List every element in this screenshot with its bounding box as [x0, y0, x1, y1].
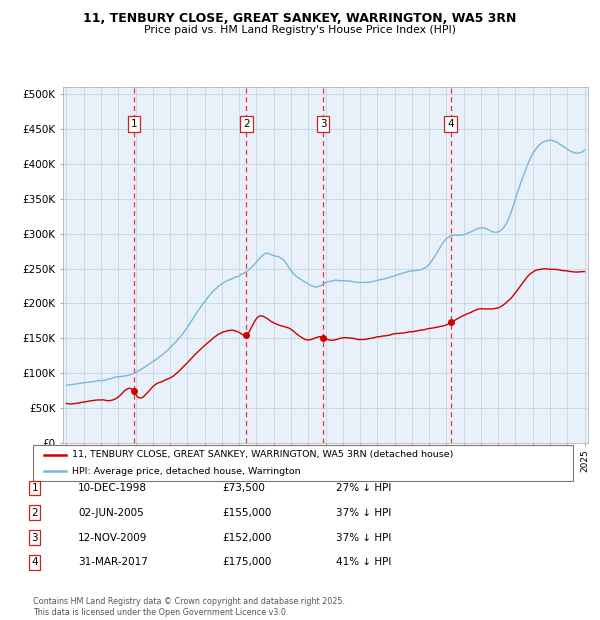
Text: 4: 4 [31, 557, 38, 567]
Text: 11, TENBURY CLOSE, GREAT SANKEY, WARRINGTON, WA5 3RN (detached house): 11, TENBURY CLOSE, GREAT SANKEY, WARRING… [72, 450, 454, 459]
Text: 1: 1 [31, 483, 38, 493]
Text: 02-JUN-2005: 02-JUN-2005 [78, 508, 144, 518]
Text: £155,000: £155,000 [222, 508, 271, 518]
Text: HPI: Average price, detached house, Warrington: HPI: Average price, detached house, Warr… [72, 467, 301, 476]
Text: Price paid vs. HM Land Registry's House Price Index (HPI): Price paid vs. HM Land Registry's House … [144, 25, 456, 35]
Text: 1: 1 [131, 119, 137, 129]
Text: 31-MAR-2017: 31-MAR-2017 [78, 557, 148, 567]
Text: 41% ↓ HPI: 41% ↓ HPI [336, 557, 391, 567]
Text: 27% ↓ HPI: 27% ↓ HPI [336, 483, 391, 493]
Text: £152,000: £152,000 [222, 533, 271, 542]
Text: Contains HM Land Registry data © Crown copyright and database right 2025.
This d: Contains HM Land Registry data © Crown c… [33, 598, 345, 617]
Text: 10-DEC-1998: 10-DEC-1998 [78, 483, 147, 493]
Text: 3: 3 [320, 119, 326, 129]
Text: £73,500: £73,500 [222, 483, 265, 493]
Text: 11, TENBURY CLOSE, GREAT SANKEY, WARRINGTON, WA5 3RN: 11, TENBURY CLOSE, GREAT SANKEY, WARRING… [83, 12, 517, 25]
Text: 12-NOV-2009: 12-NOV-2009 [78, 533, 148, 542]
Text: 37% ↓ HPI: 37% ↓ HPI [336, 533, 391, 542]
Text: 2: 2 [243, 119, 250, 129]
Text: 2: 2 [31, 508, 38, 518]
Text: £175,000: £175,000 [222, 557, 271, 567]
Text: 4: 4 [448, 119, 454, 129]
Text: 3: 3 [31, 533, 38, 542]
Text: 37% ↓ HPI: 37% ↓ HPI [336, 508, 391, 518]
